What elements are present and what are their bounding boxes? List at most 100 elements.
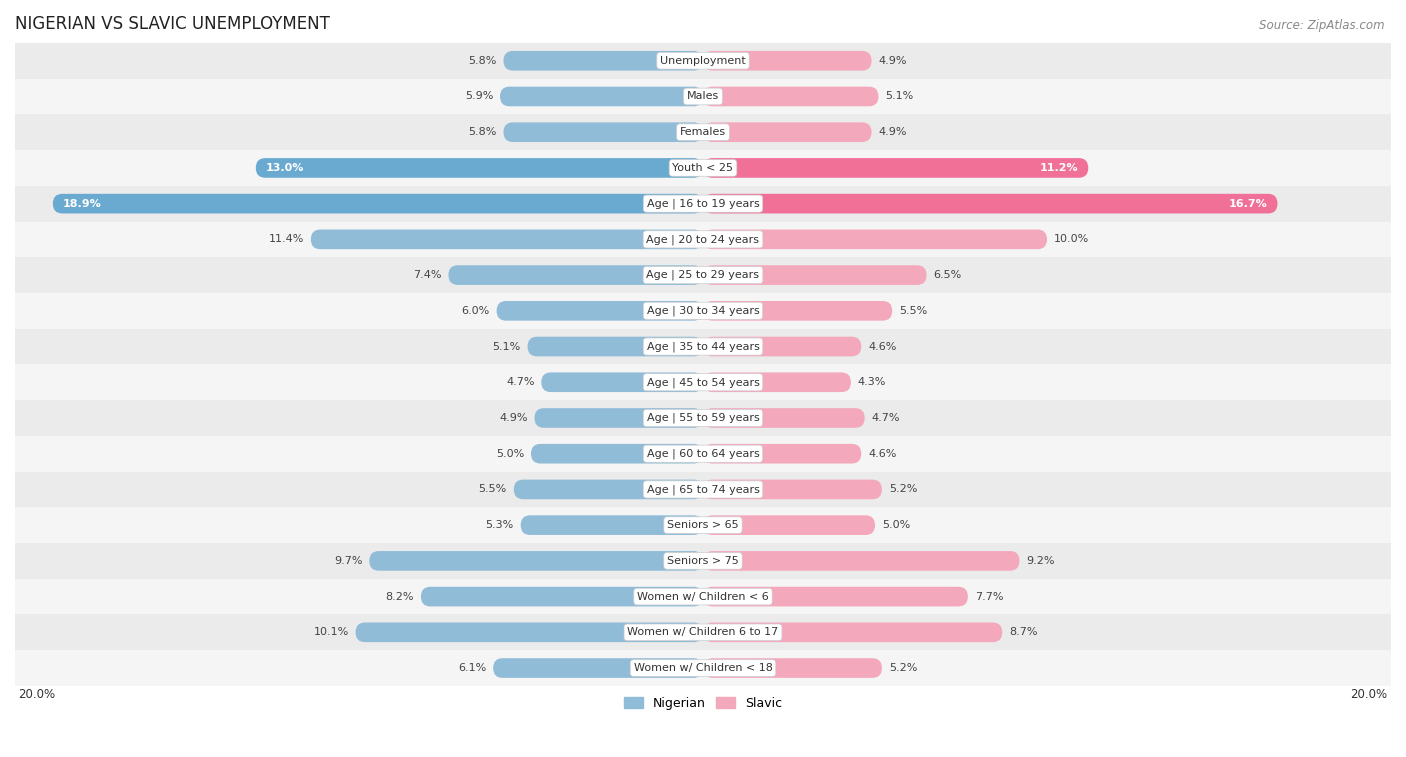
Text: 10.0%: 10.0% xyxy=(1054,235,1090,245)
Text: 4.7%: 4.7% xyxy=(506,377,534,388)
Bar xyxy=(15,472,1391,507)
FancyBboxPatch shape xyxy=(496,301,703,321)
Text: Males: Males xyxy=(688,92,718,101)
FancyBboxPatch shape xyxy=(370,551,703,571)
Text: 4.9%: 4.9% xyxy=(879,127,907,137)
FancyBboxPatch shape xyxy=(703,158,1088,178)
Bar xyxy=(15,650,1391,686)
FancyBboxPatch shape xyxy=(520,516,703,535)
FancyBboxPatch shape xyxy=(531,444,703,463)
Text: Age | 65 to 74 years: Age | 65 to 74 years xyxy=(647,484,759,494)
Text: 5.2%: 5.2% xyxy=(889,484,917,494)
Text: Age | 30 to 34 years: Age | 30 to 34 years xyxy=(647,306,759,316)
Text: 5.9%: 5.9% xyxy=(465,92,494,101)
Text: 9.7%: 9.7% xyxy=(335,556,363,566)
FancyBboxPatch shape xyxy=(703,86,879,106)
FancyBboxPatch shape xyxy=(703,480,882,500)
FancyBboxPatch shape xyxy=(527,337,703,357)
Text: Women w/ Children < 18: Women w/ Children < 18 xyxy=(634,663,772,673)
Text: Age | 60 to 64 years: Age | 60 to 64 years xyxy=(647,448,759,459)
Bar xyxy=(15,579,1391,615)
Text: 5.5%: 5.5% xyxy=(478,484,508,494)
Text: Age | 55 to 59 years: Age | 55 to 59 years xyxy=(647,413,759,423)
FancyBboxPatch shape xyxy=(703,265,927,285)
Text: Seniors > 75: Seniors > 75 xyxy=(666,556,740,566)
Bar xyxy=(15,79,1391,114)
Bar xyxy=(15,185,1391,222)
Text: 6.1%: 6.1% xyxy=(458,663,486,673)
Bar xyxy=(15,615,1391,650)
Bar xyxy=(15,329,1391,364)
Text: 5.1%: 5.1% xyxy=(492,341,520,351)
Bar xyxy=(15,364,1391,400)
Text: Women w/ Children < 6: Women w/ Children < 6 xyxy=(637,592,769,602)
FancyBboxPatch shape xyxy=(501,86,703,106)
FancyBboxPatch shape xyxy=(53,194,703,213)
FancyBboxPatch shape xyxy=(703,194,1278,213)
FancyBboxPatch shape xyxy=(703,408,865,428)
Text: Age | 20 to 24 years: Age | 20 to 24 years xyxy=(647,234,759,245)
Text: 5.8%: 5.8% xyxy=(468,56,496,66)
Bar xyxy=(15,543,1391,579)
FancyBboxPatch shape xyxy=(703,551,1019,571)
Text: 20.0%: 20.0% xyxy=(18,687,56,701)
FancyBboxPatch shape xyxy=(541,372,703,392)
Text: 5.0%: 5.0% xyxy=(496,449,524,459)
Text: 10.1%: 10.1% xyxy=(314,628,349,637)
Bar xyxy=(15,150,1391,185)
Text: 7.4%: 7.4% xyxy=(413,270,441,280)
Text: 5.1%: 5.1% xyxy=(886,92,914,101)
Bar xyxy=(15,257,1391,293)
Text: Age | 35 to 44 years: Age | 35 to 44 years xyxy=(647,341,759,352)
Text: Youth < 25: Youth < 25 xyxy=(672,163,734,173)
Text: 18.9%: 18.9% xyxy=(63,198,101,209)
Text: 6.5%: 6.5% xyxy=(934,270,962,280)
FancyBboxPatch shape xyxy=(703,516,875,535)
FancyBboxPatch shape xyxy=(703,229,1047,249)
FancyBboxPatch shape xyxy=(703,659,882,678)
Text: 4.7%: 4.7% xyxy=(872,413,900,423)
FancyBboxPatch shape xyxy=(449,265,703,285)
Text: Age | 16 to 19 years: Age | 16 to 19 years xyxy=(647,198,759,209)
FancyBboxPatch shape xyxy=(356,622,703,642)
Text: 8.2%: 8.2% xyxy=(385,592,413,602)
Bar xyxy=(15,293,1391,329)
Text: 7.7%: 7.7% xyxy=(974,592,1004,602)
Text: Seniors > 65: Seniors > 65 xyxy=(668,520,738,530)
Text: 16.7%: 16.7% xyxy=(1229,198,1267,209)
Text: NIGERIAN VS SLAVIC UNEMPLOYMENT: NIGERIAN VS SLAVIC UNEMPLOYMENT xyxy=(15,15,330,33)
FancyBboxPatch shape xyxy=(420,587,703,606)
Text: 4.9%: 4.9% xyxy=(499,413,527,423)
FancyBboxPatch shape xyxy=(534,408,703,428)
Text: Age | 25 to 29 years: Age | 25 to 29 years xyxy=(647,269,759,280)
Text: Women w/ Children 6 to 17: Women w/ Children 6 to 17 xyxy=(627,628,779,637)
Text: Age | 45 to 54 years: Age | 45 to 54 years xyxy=(647,377,759,388)
Text: 5.5%: 5.5% xyxy=(898,306,928,316)
Text: 20.0%: 20.0% xyxy=(1350,687,1388,701)
Bar xyxy=(15,507,1391,543)
FancyBboxPatch shape xyxy=(494,659,703,678)
Bar xyxy=(15,114,1391,150)
Bar xyxy=(15,436,1391,472)
Text: 13.0%: 13.0% xyxy=(266,163,305,173)
FancyBboxPatch shape xyxy=(703,622,1002,642)
Text: 11.2%: 11.2% xyxy=(1039,163,1078,173)
FancyBboxPatch shape xyxy=(503,123,703,142)
FancyBboxPatch shape xyxy=(703,587,967,606)
Text: 4.9%: 4.9% xyxy=(879,56,907,66)
FancyBboxPatch shape xyxy=(256,158,703,178)
Text: 11.4%: 11.4% xyxy=(269,235,304,245)
Text: 9.2%: 9.2% xyxy=(1026,556,1054,566)
Text: 4.3%: 4.3% xyxy=(858,377,886,388)
Text: 8.7%: 8.7% xyxy=(1010,628,1038,637)
FancyBboxPatch shape xyxy=(311,229,703,249)
FancyBboxPatch shape xyxy=(703,51,872,70)
Text: 5.2%: 5.2% xyxy=(889,663,917,673)
FancyBboxPatch shape xyxy=(513,480,703,500)
Text: 6.0%: 6.0% xyxy=(461,306,489,316)
FancyBboxPatch shape xyxy=(703,337,862,357)
Text: 5.0%: 5.0% xyxy=(882,520,910,530)
Text: Unemployment: Unemployment xyxy=(661,56,745,66)
Bar xyxy=(15,400,1391,436)
Bar xyxy=(15,222,1391,257)
